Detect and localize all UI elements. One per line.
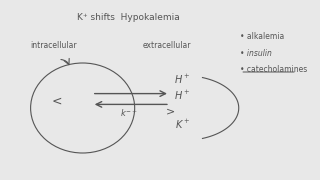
Text: $k^{-+}$: $k^{-+}$ <box>120 108 138 119</box>
Text: <: < <box>52 94 62 107</box>
Text: $H^+$: $H^+$ <box>174 89 190 102</box>
Text: • alkalemia: • alkalemia <box>240 32 284 41</box>
Text: • catecholamines: • catecholamines <box>240 65 308 74</box>
Text: >: > <box>166 107 175 117</box>
Text: extracellular: extracellular <box>142 41 191 50</box>
Text: • insulin: • insulin <box>240 49 272 58</box>
Text: intracellular: intracellular <box>30 41 77 50</box>
Text: $H^+$: $H^+$ <box>174 73 190 86</box>
Text: K⁺ shifts  Hypokalemia: K⁺ shifts Hypokalemia <box>77 13 180 22</box>
Text: $K^+$: $K^+$ <box>175 118 191 131</box>
